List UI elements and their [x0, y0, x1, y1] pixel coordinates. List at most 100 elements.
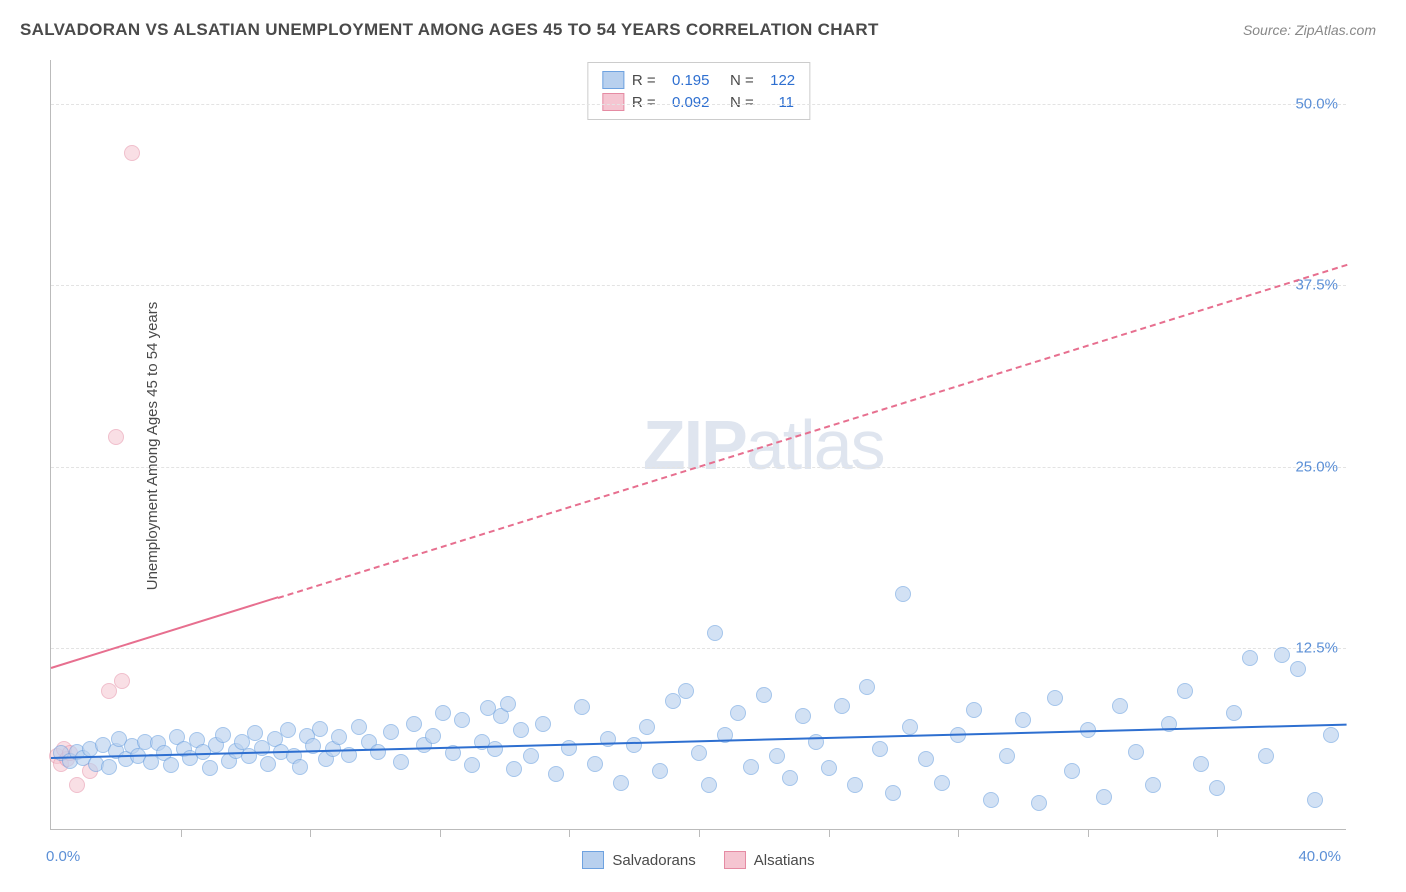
data-point: [393, 754, 409, 770]
legend-swatch: [602, 93, 624, 111]
legend-r-value: 0.195: [668, 72, 710, 89]
data-point: [1177, 683, 1193, 699]
correlation-legend: R = 0.195 N = 122R = 0.092 N = 11: [587, 62, 810, 120]
data-point: [435, 705, 451, 721]
data-point: [639, 719, 655, 735]
data-point: [1209, 780, 1225, 796]
legend-swatch: [582, 851, 604, 869]
series-legend: Salvadorans Alsatians: [51, 851, 1346, 869]
trend-line: [51, 597, 278, 670]
data-point: [626, 737, 642, 753]
data-point: [1290, 661, 1306, 677]
data-point: [587, 756, 603, 772]
x-min-label: 0.0%: [46, 848, 80, 865]
data-point: [847, 777, 863, 793]
data-point: [312, 721, 328, 737]
legend-r-label: R =: [632, 94, 660, 111]
data-point: [454, 712, 470, 728]
data-point: [574, 699, 590, 715]
data-point: [506, 761, 522, 777]
data-point: [821, 760, 837, 776]
data-point: [1193, 756, 1209, 772]
data-point: [370, 744, 386, 760]
data-point: [260, 756, 276, 772]
data-point: [872, 741, 888, 757]
y-tick-label: 50.0%: [1295, 95, 1338, 112]
legend-n-value: 122: [766, 72, 795, 89]
data-point: [1274, 647, 1290, 663]
data-point: [101, 759, 117, 775]
legend-n-label: N =: [718, 72, 758, 89]
data-point: [1145, 777, 1161, 793]
data-point: [500, 696, 516, 712]
data-point: [769, 748, 785, 764]
watermark-zip: ZIP: [643, 406, 746, 484]
data-point: [1242, 650, 1258, 666]
legend-row: R = 0.195 N = 122: [602, 69, 795, 91]
data-point: [523, 748, 539, 764]
chart-title: SALVADORAN VS ALSATIAN UNEMPLOYMENT AMON…: [20, 20, 879, 40]
data-point: [108, 429, 124, 445]
data-point: [885, 785, 901, 801]
data-point: [1112, 698, 1128, 714]
data-point: [1047, 690, 1063, 706]
data-point: [69, 777, 85, 793]
y-tick-label: 25.0%: [1295, 458, 1338, 475]
data-point: [999, 748, 1015, 764]
legend-n-value: 11: [766, 94, 794, 111]
data-point: [613, 775, 629, 791]
data-point: [834, 698, 850, 714]
data-point: [756, 687, 772, 703]
data-point: [859, 679, 875, 695]
trend-line: [277, 263, 1347, 598]
data-point: [1031, 795, 1047, 811]
x-tick: [569, 829, 570, 837]
data-point: [918, 751, 934, 767]
data-point: [730, 705, 746, 721]
grid-line: [51, 648, 1346, 649]
data-point: [652, 763, 668, 779]
data-point: [425, 728, 441, 744]
data-point: [902, 719, 918, 735]
y-tick-label: 12.5%: [1295, 640, 1338, 657]
data-point: [124, 145, 140, 161]
legend-r-value: 0.092: [668, 94, 710, 111]
data-point: [406, 716, 422, 732]
data-point: [114, 673, 130, 689]
x-max-label: 40.0%: [1298, 848, 1341, 865]
data-point: [678, 683, 694, 699]
x-tick: [699, 829, 700, 837]
data-point: [1128, 744, 1144, 760]
data-point: [707, 625, 723, 641]
legend-n-label: N =: [718, 94, 758, 111]
legend-r-label: R =: [632, 72, 660, 89]
data-point: [513, 722, 529, 738]
data-point: [743, 759, 759, 775]
grid-line: [51, 104, 1346, 105]
x-tick: [1217, 829, 1218, 837]
data-point: [1064, 763, 1080, 779]
data-point: [280, 722, 296, 738]
data-point: [1226, 705, 1242, 721]
legend-swatch: [724, 851, 746, 869]
series-legend-label: Alsatians: [754, 852, 815, 869]
data-point: [895, 586, 911, 602]
data-point: [1096, 789, 1112, 805]
data-point: [561, 740, 577, 756]
data-point: [383, 724, 399, 740]
data-point: [292, 759, 308, 775]
series-legend-item: Alsatians: [724, 851, 815, 869]
data-point: [966, 702, 982, 718]
data-point: [1323, 727, 1339, 743]
data-point: [1307, 792, 1323, 808]
source-attribution: Source: ZipAtlas.com: [1243, 22, 1376, 38]
data-point: [548, 766, 564, 782]
series-legend-label: Salvadorans: [612, 852, 695, 869]
plot-area: ZIPatlas R = 0.195 N = 122R = 0.092 N = …: [50, 60, 1346, 830]
data-point: [934, 775, 950, 791]
data-point: [782, 770, 798, 786]
x-tick: [440, 829, 441, 837]
data-point: [795, 708, 811, 724]
data-point: [1258, 748, 1274, 764]
data-point: [983, 792, 999, 808]
